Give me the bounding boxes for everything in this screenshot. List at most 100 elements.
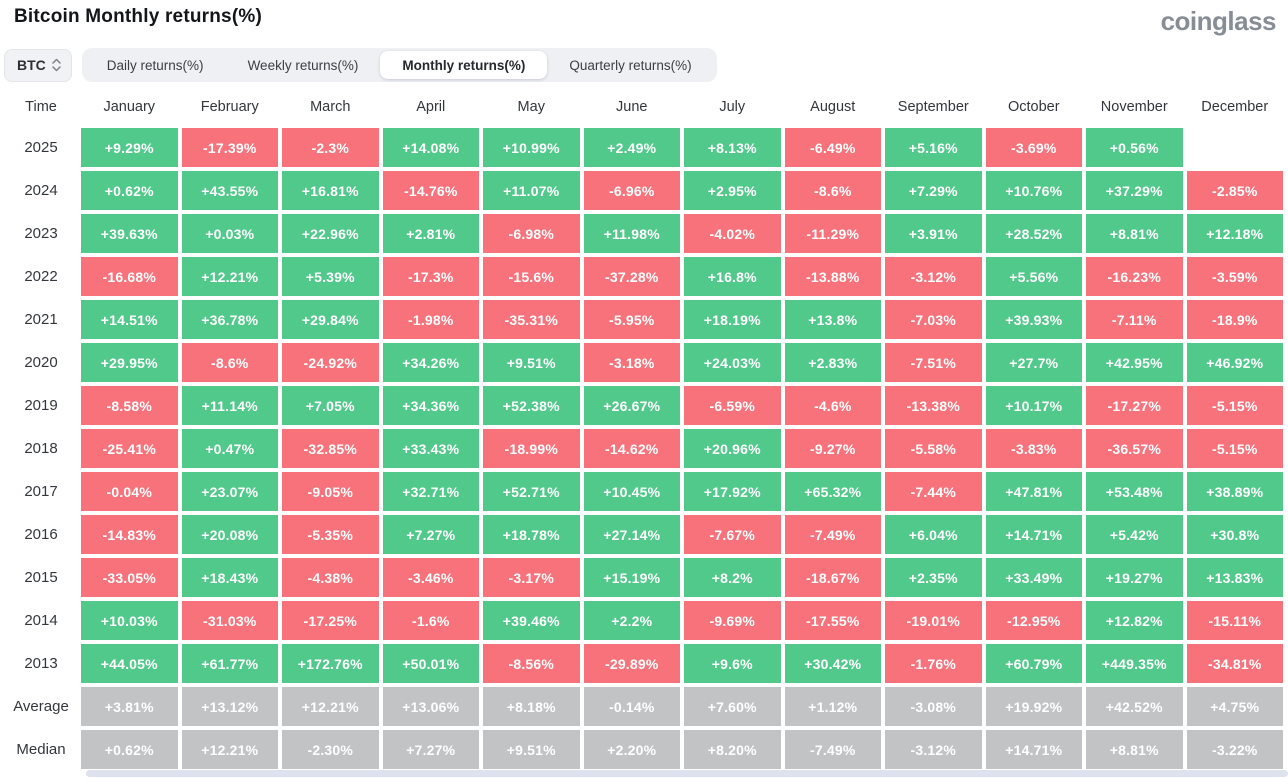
return-cell: +13.12% <box>181 687 278 726</box>
return-cell: +29.84% <box>282 300 379 339</box>
return-cell: +52.71% <box>483 472 580 511</box>
return-cell: -1.6% <box>382 601 479 640</box>
return-cell: +5.42% <box>1086 515 1183 554</box>
return-cell: +20.08% <box>181 515 278 554</box>
tab-quarterly[interactable]: Quarterly returns(%) <box>569 57 692 73</box>
return-cell: +2.83% <box>784 343 881 382</box>
row-label: 2020 <box>5 343 77 382</box>
return-cell: -29.89% <box>583 644 680 683</box>
return-cell: +13.83% <box>1186 558 1283 597</box>
coinglass-logo: coinglass <box>1160 6 1277 36</box>
return-cell: +8.81% <box>1086 214 1183 253</box>
return-cell: +36.78% <box>181 300 278 339</box>
return-cell: -13.38% <box>885 386 982 425</box>
return-cell: -4.02% <box>684 214 781 253</box>
tab-daily[interactable]: Daily returns(%) <box>106 57 204 73</box>
return-cell: +172.76% <box>282 644 379 683</box>
return-cell: +2.2% <box>583 601 680 640</box>
return-cell: +33.43% <box>382 429 479 468</box>
return-cell: -7.49% <box>784 730 881 769</box>
return-cell: -18.67% <box>784 558 881 597</box>
row-label: 2021 <box>5 300 77 339</box>
return-cell: +39.93% <box>985 300 1082 339</box>
row-label: 2022 <box>5 257 77 296</box>
return-cell: -14.76% <box>382 171 479 210</box>
return-cell: +34.26% <box>382 343 479 382</box>
return-cell: +42.52% <box>1086 687 1183 726</box>
return-cell: +6.04% <box>885 515 982 554</box>
row-label: 2015 <box>5 558 77 597</box>
return-cell: -12.95% <box>985 601 1082 640</box>
return-cell: -9.27% <box>784 429 881 468</box>
return-cell <box>1187 128 1284 167</box>
column-header-month: July <box>684 90 781 124</box>
column-header-month: August <box>784 90 881 124</box>
return-cell: +46.92% <box>1186 343 1283 382</box>
return-cell: +3.91% <box>885 214 982 253</box>
return-cell: -6.59% <box>684 386 781 425</box>
return-cell: +10.76% <box>985 171 1082 210</box>
return-cell: +2.20% <box>583 730 680 769</box>
return-cell: -14.83% <box>81 515 178 554</box>
return-cell: +32.71% <box>382 472 479 511</box>
return-cell: +13.8% <box>784 300 881 339</box>
return-cell: -32.85% <box>282 429 379 468</box>
row-label: 2016 <box>5 515 77 554</box>
return-cell: -5.95% <box>583 300 680 339</box>
column-header-month: October <box>985 90 1082 124</box>
return-cell: -8.6% <box>784 171 881 210</box>
return-cell: +60.79% <box>985 644 1082 683</box>
return-cell: +0.62% <box>81 730 178 769</box>
return-cell: -2.3% <box>282 128 379 167</box>
return-cell: -3.83% <box>985 429 1082 468</box>
return-cell: +7.05% <box>282 386 379 425</box>
return-cell: -15.11% <box>1186 601 1283 640</box>
return-cell: -25.41% <box>81 429 178 468</box>
return-cell: -31.03% <box>181 601 278 640</box>
return-cell: -9.05% <box>282 472 379 511</box>
return-cell: +8.2% <box>684 558 781 597</box>
return-cell: -8.58% <box>81 386 178 425</box>
return-cell: +22.96% <box>282 214 379 253</box>
return-cell: +0.47% <box>181 429 278 468</box>
return-cell: -13.88% <box>784 257 881 296</box>
return-cell: -3.59% <box>1186 257 1283 296</box>
tab-monthly[interactable]: Monthly returns(%) <box>380 51 548 79</box>
coin-selector[interactable]: BTC <box>4 48 72 82</box>
return-cell: +18.78% <box>483 515 580 554</box>
return-cell: -18.9% <box>1186 300 1283 339</box>
return-cell: -18.99% <box>483 429 580 468</box>
return-cell: -7.11% <box>1086 300 1183 339</box>
return-cell: -6.98% <box>483 214 580 253</box>
return-cell: +30.42% <box>784 644 881 683</box>
return-cell: -3.22% <box>1186 730 1283 769</box>
return-cell: +2.81% <box>382 214 479 253</box>
return-cell: -14.62% <box>583 429 680 468</box>
return-cell: -17.55% <box>784 601 881 640</box>
return-cell: -3.46% <box>382 558 479 597</box>
return-cell: -8.6% <box>181 343 278 382</box>
returns-tab-bar: Daily returns(%) Weekly returns(%) Monthly… <box>81 48 717 82</box>
sort-arrows-icon <box>52 58 61 72</box>
coin-selector-value: BTC <box>17 57 46 73</box>
return-cell: +10.99% <box>483 128 580 167</box>
return-cell: +38.89% <box>1186 472 1283 511</box>
return-cell: +5.56% <box>985 257 1082 296</box>
return-cell: +47.81% <box>985 472 1082 511</box>
return-cell: +5.16% <box>885 128 982 167</box>
return-cell: +9.6% <box>684 644 781 683</box>
return-cell: +9.51% <box>483 730 580 769</box>
return-cell: +11.14% <box>181 386 278 425</box>
column-header-month: May <box>483 90 580 124</box>
horizontal-scrollbar[interactable] <box>86 770 1288 777</box>
return-cell: +8.13% <box>684 128 781 167</box>
row-label: 2017 <box>5 472 77 511</box>
return-cell: -1.98% <box>382 300 479 339</box>
tab-weekly[interactable]: Weekly returns(%) <box>247 57 359 73</box>
return-cell: +34.36% <box>382 386 479 425</box>
return-cell: +28.52% <box>985 214 1082 253</box>
return-cell: +24.03% <box>684 343 781 382</box>
row-label: 2024 <box>5 171 77 210</box>
row-label: 2025 <box>5 128 77 167</box>
return-cell: +0.62% <box>81 171 178 210</box>
